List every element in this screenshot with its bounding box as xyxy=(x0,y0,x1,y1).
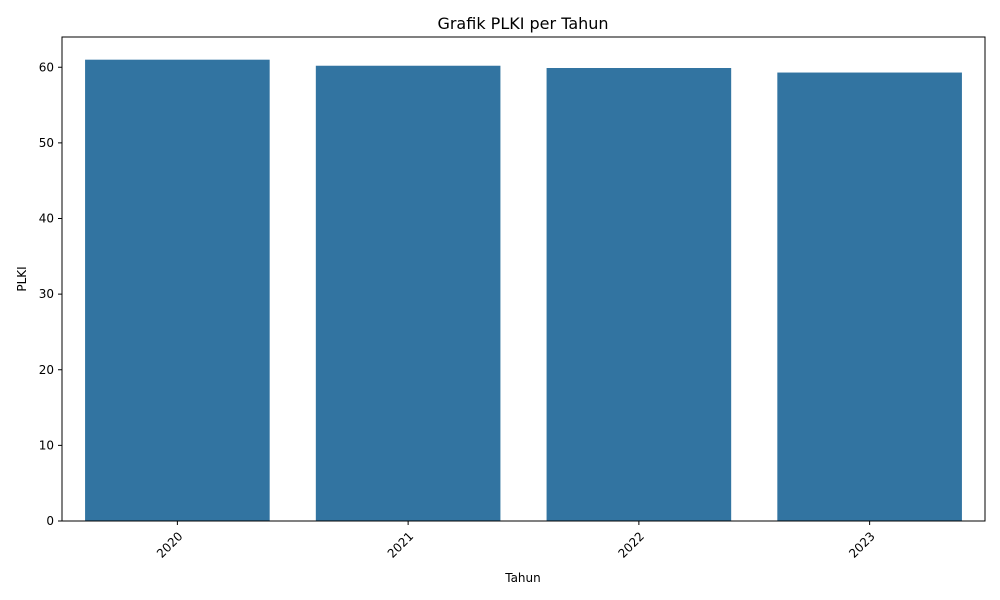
bars-layer xyxy=(85,60,962,521)
y-tick-label: 10 xyxy=(39,438,54,452)
bar-2022 xyxy=(547,68,732,521)
x-tick-label: 2021 xyxy=(385,529,416,560)
y-tick-label: 50 xyxy=(39,136,54,150)
y-tick-label: 40 xyxy=(39,212,54,226)
bar-2020 xyxy=(85,60,270,521)
x-axis-ticks: 2020 2021 2022 2023 xyxy=(154,521,878,561)
y-axis-label: PLKI xyxy=(15,266,29,291)
x-tick-label: 2020 xyxy=(154,529,185,560)
x-tick-label: 2023 xyxy=(846,529,877,560)
x-axis-label: Tahun xyxy=(504,571,541,585)
y-tick-label: 20 xyxy=(39,363,54,377)
bar-2021 xyxy=(316,66,501,521)
bar-2023 xyxy=(777,73,962,521)
y-tick-label: 0 xyxy=(46,514,54,528)
y-tick-label: 30 xyxy=(39,287,54,301)
y-tick-label: 60 xyxy=(39,60,54,74)
x-tick-label: 2022 xyxy=(615,529,646,560)
chart-title: Grafik PLKI per Tahun xyxy=(437,14,608,33)
y-axis-ticks: 0 10 20 30 40 50 60 xyxy=(39,60,62,528)
